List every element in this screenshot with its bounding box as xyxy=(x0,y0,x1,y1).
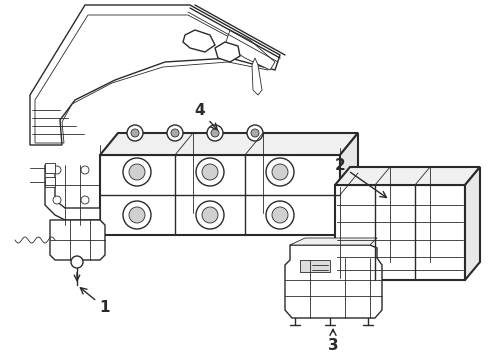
Circle shape xyxy=(123,158,151,186)
Polygon shape xyxy=(225,30,275,70)
Polygon shape xyxy=(215,42,240,62)
Polygon shape xyxy=(335,185,465,280)
Circle shape xyxy=(71,256,83,268)
Circle shape xyxy=(272,207,288,223)
Polygon shape xyxy=(290,238,377,245)
Circle shape xyxy=(53,166,61,174)
Circle shape xyxy=(81,166,89,174)
Polygon shape xyxy=(340,133,358,235)
Circle shape xyxy=(247,125,263,141)
Text: 2: 2 xyxy=(335,158,387,198)
Circle shape xyxy=(251,129,259,137)
Polygon shape xyxy=(50,220,105,260)
Polygon shape xyxy=(335,167,480,185)
Circle shape xyxy=(81,196,89,204)
Circle shape xyxy=(196,201,224,229)
Text: 3: 3 xyxy=(328,329,338,352)
Circle shape xyxy=(266,201,294,229)
Circle shape xyxy=(266,158,294,186)
Polygon shape xyxy=(45,165,100,220)
Circle shape xyxy=(129,207,145,223)
Polygon shape xyxy=(45,177,55,187)
Polygon shape xyxy=(100,155,340,235)
Circle shape xyxy=(127,125,143,141)
Polygon shape xyxy=(300,260,330,272)
Polygon shape xyxy=(285,245,382,318)
Circle shape xyxy=(129,164,145,180)
Polygon shape xyxy=(183,30,215,52)
Circle shape xyxy=(196,158,224,186)
Circle shape xyxy=(171,129,179,137)
Polygon shape xyxy=(100,133,358,155)
Polygon shape xyxy=(465,167,480,280)
Polygon shape xyxy=(252,58,262,95)
Circle shape xyxy=(272,164,288,180)
Circle shape xyxy=(123,201,151,229)
Circle shape xyxy=(167,125,183,141)
Polygon shape xyxy=(30,5,280,145)
Circle shape xyxy=(53,196,61,204)
Circle shape xyxy=(207,125,223,141)
Circle shape xyxy=(131,129,139,137)
Circle shape xyxy=(202,207,218,223)
Circle shape xyxy=(202,164,218,180)
Polygon shape xyxy=(45,163,55,173)
Text: 4: 4 xyxy=(195,103,217,130)
Text: 1: 1 xyxy=(80,288,110,315)
Circle shape xyxy=(211,129,219,137)
